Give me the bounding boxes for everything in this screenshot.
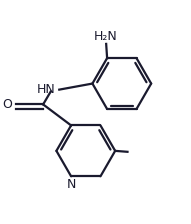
Text: H₂N: H₂N [93, 30, 117, 43]
Text: O: O [2, 98, 12, 111]
Text: HN: HN [37, 83, 55, 96]
Text: N: N [66, 178, 76, 191]
